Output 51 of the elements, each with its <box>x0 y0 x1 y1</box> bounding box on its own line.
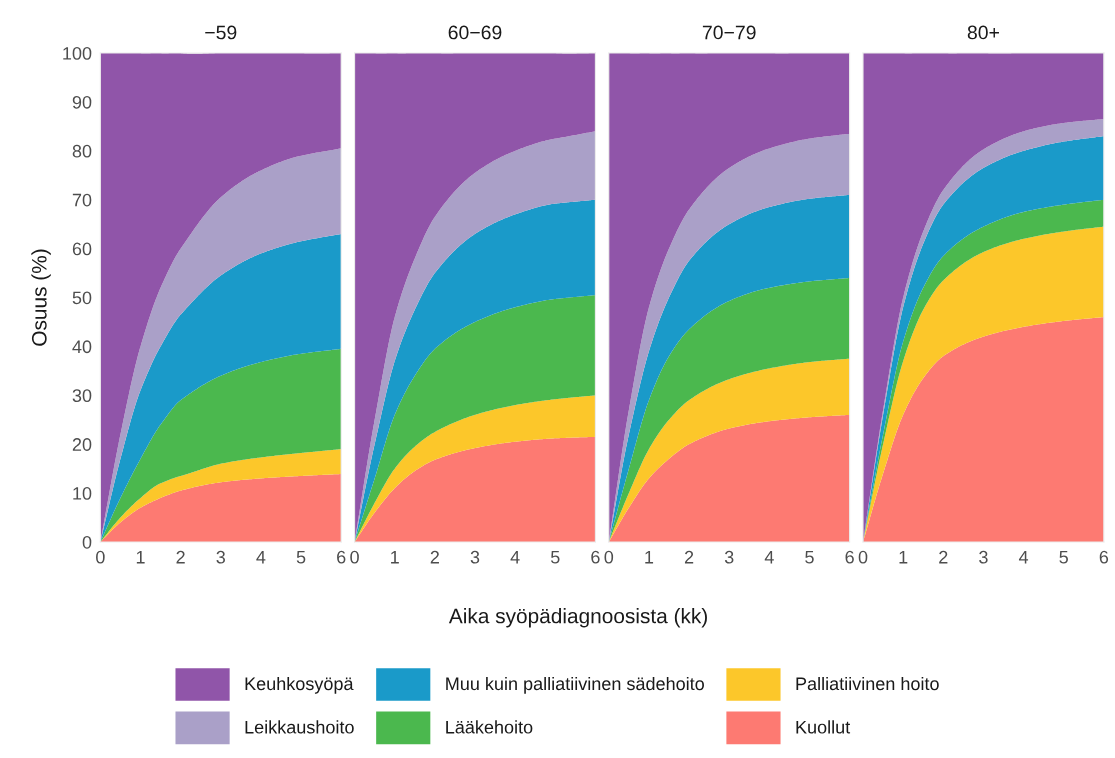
y-tick-label: 90 <box>72 95 92 109</box>
x-tick-label: 1 <box>899 550 908 564</box>
x-tick-label: 2 <box>684 550 694 564</box>
x-tick-label: 1 <box>645 550 654 564</box>
chart-title: 70−79 <box>702 25 756 40</box>
x-tick-label: 1 <box>391 550 399 564</box>
y-tick-label: 40 <box>72 340 92 354</box>
legend-label: Keuhkosyöpä <box>245 676 354 694</box>
x-tick-label: 4 <box>256 550 266 564</box>
legend-label: Muu kuin palliatiivinen sädehoito <box>446 676 704 694</box>
y-tick-label: 0 <box>82 535 92 549</box>
x-tick-label: 2 <box>430 550 439 564</box>
legend-label: Lääkehoito <box>446 720 533 734</box>
y-tick-label: 20 <box>72 438 92 451</box>
y-tick-label: 50 <box>72 291 92 305</box>
y-tick-label: 10 <box>73 487 92 500</box>
legend-label: Kuollut <box>796 720 851 734</box>
x-tick-label: 0 <box>96 550 105 564</box>
x-tick-label: 1 <box>136 550 145 564</box>
legend-label: Leikkaushoito <box>245 720 354 734</box>
x-tick-label: 5 <box>1059 550 1068 564</box>
x-tick-label: 3 <box>724 550 734 564</box>
chart-title: −59 <box>205 25 237 40</box>
legend-label: Palliatiivinen hoito <box>796 676 939 691</box>
x-axis-title: Aika syöpädiagnoosista (kk) <box>448 608 707 628</box>
x-tick-label: 2 <box>176 550 185 564</box>
x-tick-label: 5 <box>550 550 560 564</box>
x-tick-label: 0 <box>350 550 359 564</box>
x-tick-label: 6 <box>337 550 346 564</box>
y-tick-label: 70 <box>72 193 92 207</box>
y-tick-label: 60 <box>72 242 92 256</box>
y-tick-label: 30 <box>72 389 92 403</box>
x-tick-label: 3 <box>216 550 225 564</box>
y-tick-label: 80 <box>72 144 92 158</box>
x-tick-label: 0 <box>858 550 868 564</box>
y-axis-title: Osuus (%) <box>31 249 51 346</box>
x-tick-label: 5 <box>296 550 306 564</box>
y-tick-label: 100 <box>63 46 92 60</box>
x-tick-label: 4 <box>510 550 520 564</box>
x-tick-label: 5 <box>805 550 814 564</box>
x-tick-label: 0 <box>604 550 614 564</box>
x-tick-label: 3 <box>470 550 480 564</box>
x-tick-label: 6 <box>1099 550 1109 564</box>
x-tick-label: 6 <box>845 550 854 564</box>
chart-title: 60−69 <box>448 25 502 40</box>
chart-title: 80+ <box>967 25 999 40</box>
x-tick-label: 6 <box>591 550 600 564</box>
x-tick-label: 4 <box>1018 550 1029 564</box>
x-tick-label: 4 <box>764 550 774 564</box>
x-tick-label: 2 <box>939 550 948 564</box>
x-tick-label: 3 <box>979 550 988 564</box>
